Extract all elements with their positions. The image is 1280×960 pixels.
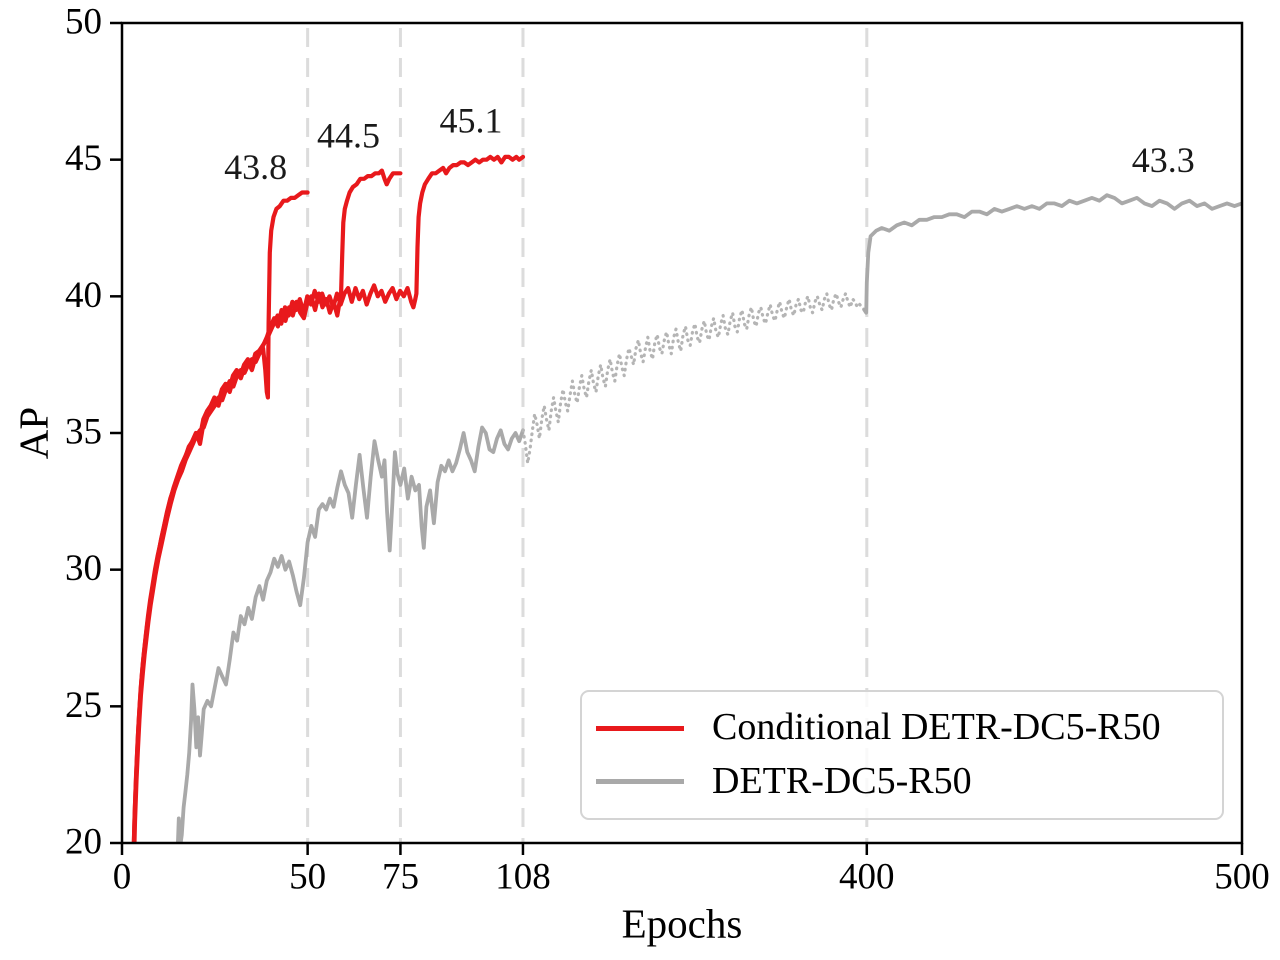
y-tick-label-25: 25 (65, 685, 102, 726)
y-tick-label-50: 50 (65, 1, 102, 42)
annotation-43.3: 43.3 (1132, 140, 1195, 180)
series-conditional-detr (131, 190, 310, 843)
x-tick-label-400: 400 (839, 857, 895, 898)
series-conditional-detr (131, 154, 526, 843)
y-axis-label: AP (10, 407, 56, 459)
legend-gray-line-swatch (596, 779, 684, 785)
legend-label-detr: DETR-DC5-R50 (712, 759, 972, 802)
series-conditional-detr (132, 168, 403, 843)
legend-entry-detr: DETR-DC5-R50 (596, 759, 1214, 803)
value-annotations: 43.8 44.5 45.1 43.3 (224, 100, 1195, 186)
legend: Conditional DETR-DC5-R50 DETR-DC5-R50 (580, 690, 1224, 820)
x-tick-label-500: 500 (1214, 857, 1270, 898)
legend-red-line-swatch (596, 725, 684, 731)
annotation-45.1: 45.1 (439, 100, 502, 140)
x-tick-label-108: 108 (495, 857, 551, 898)
series-lines (131, 154, 1242, 843)
series-detr (521, 292, 869, 465)
series-detr (862, 193, 1242, 315)
x-tick-label-50: 50 (289, 857, 326, 898)
x-tick-label-75: 75 (382, 857, 419, 898)
legend-label-conditional-detr: Conditional DETR-DC5-R50 (712, 706, 1161, 749)
annotation-44.5: 44.5 (317, 115, 380, 155)
annotation-43.8: 43.8 (224, 147, 287, 187)
series-detr (175, 425, 525, 843)
y-tick-label-40: 40 (65, 275, 102, 316)
y-tick-label-45: 45 (65, 138, 102, 179)
y-tick-label-30: 30 (65, 548, 102, 589)
y-tick-label-35: 35 (65, 411, 102, 452)
y-tick-label-20: 20 (65, 821, 102, 862)
legend-entry-conditional-detr: Conditional DETR-DC5-R50 (596, 707, 1214, 749)
axis-ticks: 0 50 75 108 400 500 20 25 30 35 40 45 50 (65, 1, 1270, 897)
x-axis-label: Epochs (622, 901, 743, 947)
x-tick-label-0: 0 (113, 857, 132, 898)
